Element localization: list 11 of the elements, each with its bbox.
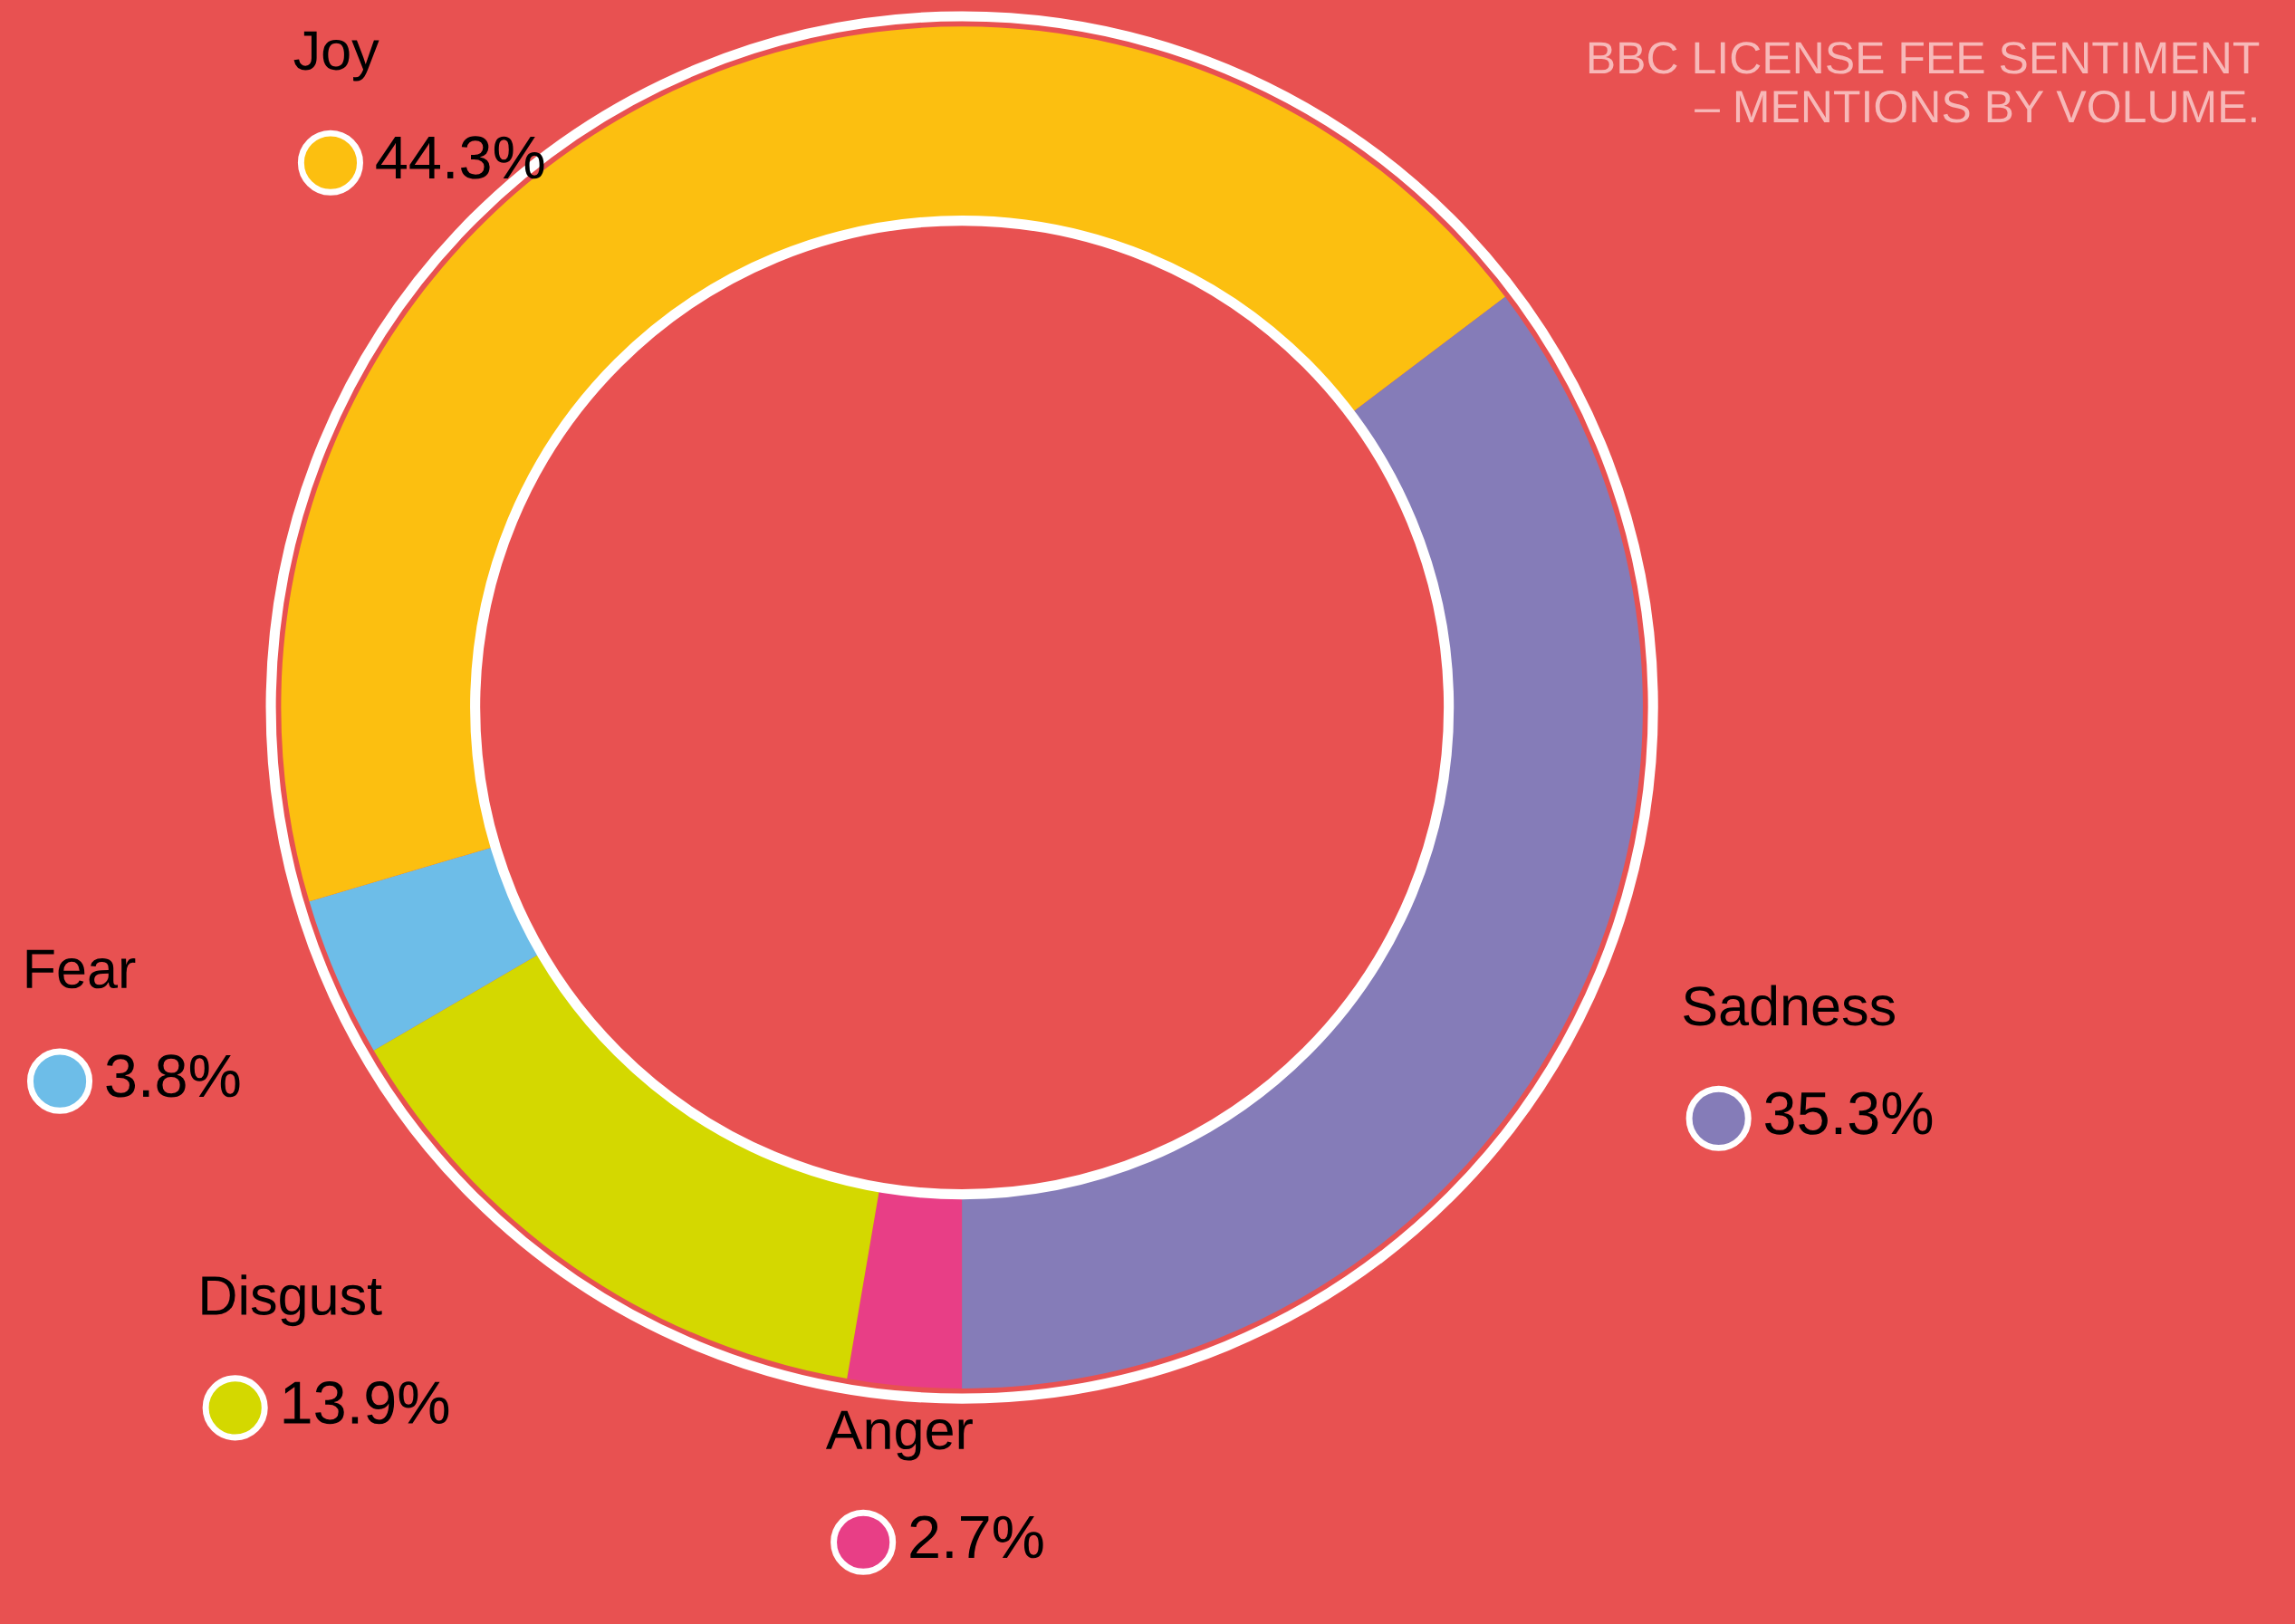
slice-label: Sadness (1684, 985, 1895, 1026)
slice-label: Anger (825, 1410, 973, 1461)
data-label: 35.3% (1765, 1091, 1933, 1135)
text: BBC LICENSE FEE SENTIMENT – MENTIONS BY VOLUME. (1589, 42, 2260, 123)
slice-label: Joy (293, 31, 379, 82)
data-label: 2.7% (910, 1515, 1043, 1559)
data-label: 44.3% (376, 136, 544, 179)
data-label: 3.8% (106, 1054, 240, 1098)
data-label: 13.9% (283, 1381, 449, 1425)
slice-label: Fear (26, 949, 136, 989)
slice-label: Disgust (202, 1274, 382, 1327)
